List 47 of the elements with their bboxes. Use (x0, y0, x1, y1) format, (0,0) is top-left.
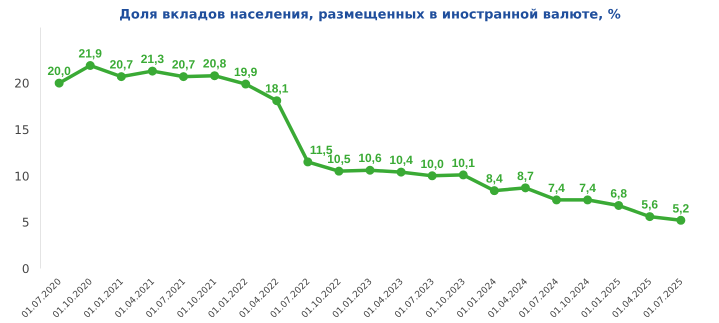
data-label: 7,4 (548, 180, 566, 195)
point (241, 80, 250, 89)
data-label: 20,7 (110, 58, 134, 72)
point (490, 186, 499, 196)
point (303, 157, 312, 166)
y-tick-label: 15 (14, 122, 30, 137)
point (334, 166, 344, 176)
point (86, 61, 95, 70)
point (116, 72, 126, 82)
data-label: 5,2 (672, 201, 690, 216)
point (614, 200, 624, 210)
data-label: 10,1 (452, 156, 476, 170)
chart-title: Доля вкладов населения, размещенных в иностранной валюте, % (119, 8, 621, 22)
data-label: 20,7 (172, 58, 196, 72)
point (178, 72, 188, 82)
y-tick-label: 0 (22, 262, 30, 276)
data-label: 10,6 (358, 151, 382, 166)
data-label: 20,8 (202, 56, 227, 71)
point (520, 183, 530, 192)
point (272, 96, 282, 106)
data-label: 8,7 (517, 168, 534, 183)
point (458, 170, 468, 180)
data-label: 19,9 (234, 65, 258, 80)
point (583, 195, 592, 204)
point (54, 78, 64, 88)
data-label: 18,1 (265, 82, 289, 96)
point (676, 216, 686, 225)
data-label: 20,0 (47, 64, 72, 78)
data-label: 8,4 (486, 172, 504, 186)
data-label: 10,4 (389, 153, 414, 168)
data-label: 7,4 (579, 180, 596, 195)
point (552, 195, 562, 204)
point (148, 66, 157, 76)
point (428, 171, 437, 180)
y-tick-label: 5 (22, 216, 30, 230)
point (645, 212, 654, 222)
data-label: 21,9 (78, 46, 102, 61)
data-label: 11,5 (310, 142, 333, 157)
data-label: 21,3 (140, 52, 164, 66)
data-label: 5,6 (641, 198, 658, 212)
data-label: 6,8 (610, 186, 628, 200)
point (210, 71, 220, 80)
point (396, 168, 406, 177)
y-tick-label: 20 (14, 76, 30, 91)
y-tick-label: 10 (14, 169, 30, 184)
point (366, 166, 374, 175)
data-label: 10,0 (420, 156, 444, 171)
